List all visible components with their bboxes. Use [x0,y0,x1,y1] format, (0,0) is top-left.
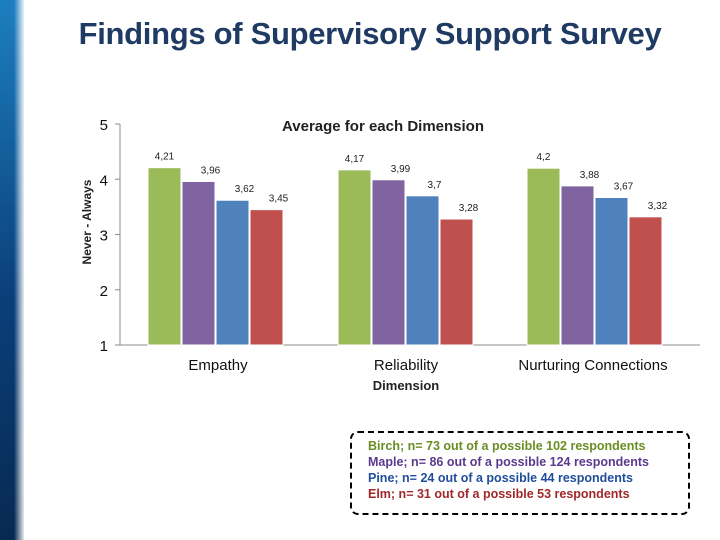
bar-pine-1 [405,195,440,346]
data-label: 4,21 [155,152,175,163]
data-label: 3,99 [391,164,411,175]
data-label: 3,32 [648,201,668,212]
legend-line-birch: Birch; n= 73 out of a possible 102 respo… [368,439,646,453]
bar-maple-1 [371,179,406,346]
side-accent-band [0,0,24,540]
legend-line-maple: Maple; n= 86 out of a possible 124 respo… [368,455,649,469]
y-tick-label: 4 [100,172,108,189]
chart-title: Average for each Dimension [282,118,484,135]
legend-line-pine: Pine; n= 24 out of a possible 44 respond… [368,471,633,485]
respondents-legend: Birch; n= 73 out of a possible 102 respo… [350,431,690,515]
slide-title: Findings of Supervisory Support Survey [78,16,662,51]
bar-elm-2 [628,216,663,346]
y-tick-label: 3 [100,228,108,245]
x-axis-label: Dimension [373,378,440,393]
data-label: 3,88 [580,170,600,181]
bar-birch-1 [337,169,372,346]
data-label: 3,7 [428,180,442,191]
legend-line-elm: Elm; n= 31 out of a possible 53 responde… [368,487,630,501]
y-tick-label: 2 [100,283,108,300]
bar-maple-2 [560,185,595,346]
data-label: 4,17 [345,154,365,165]
data-label: 3,28 [459,203,479,214]
data-label: 4,2 [537,152,551,163]
y-tick-label: 1 [100,338,108,355]
y-tick-label: 5 [100,117,108,134]
bar-pine-2 [594,196,629,346]
bar-pine-0 [215,199,250,346]
data-label: 3,62 [235,184,255,195]
x-category-label: Reliability [374,357,439,374]
bar-birch-2 [526,167,561,346]
data-label: 3,96 [201,165,221,176]
data-label: 3,67 [614,181,634,192]
x-category-label: Empathy [188,357,248,374]
bar-birch-0 [147,167,182,346]
x-category-label: Nurturing Connections [518,357,667,374]
data-label: 3,45 [269,194,289,205]
bar-elm-0 [249,209,284,346]
bar-elm-1 [439,218,474,346]
bar-maple-0 [181,180,216,346]
